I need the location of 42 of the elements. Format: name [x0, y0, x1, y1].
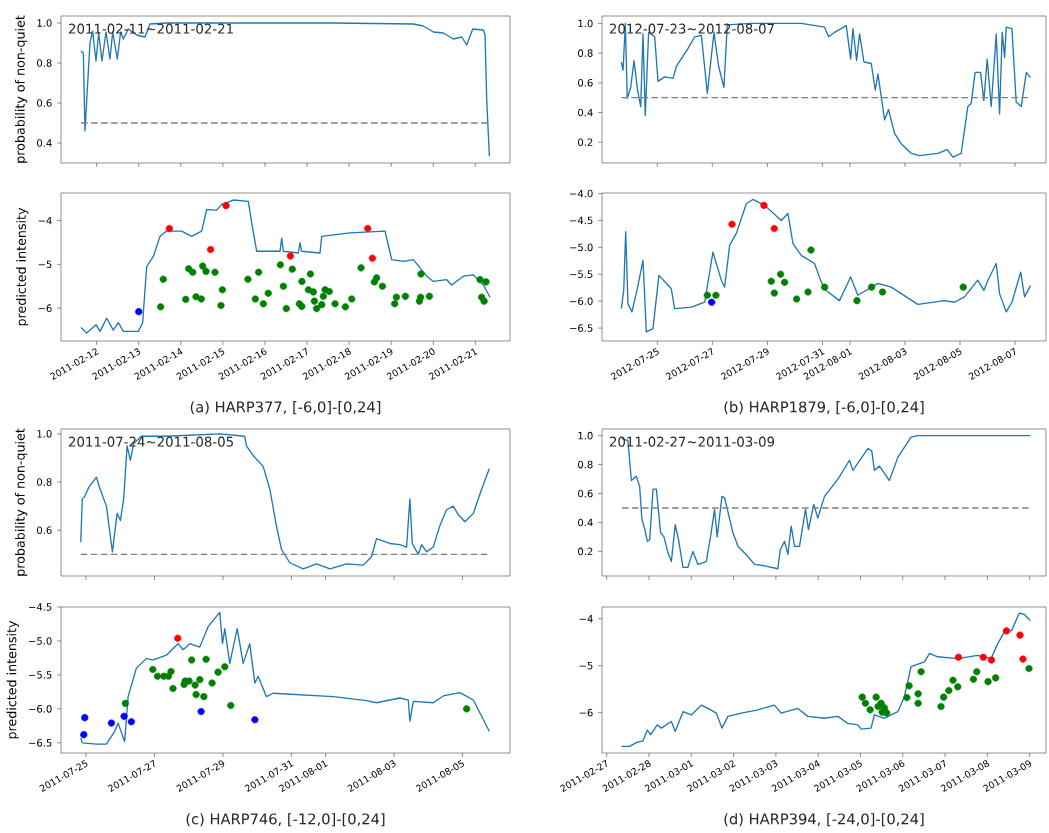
y-tick-label: −5.0 [29, 637, 52, 645]
y-tick-label: −4 [579, 615, 593, 623]
y-tick-label: 0.6 [578, 79, 593, 87]
y-tick-label: −4.5 [29, 603, 52, 611]
y-tick-label: 1.0 [37, 19, 52, 27]
y-axis-title: predicted intensity [6, 620, 19, 739]
y-axis-title: probability of non-quiet [14, 15, 28, 163]
y-tick-label: −6.0 [29, 705, 52, 713]
text: (b) HARP1879, [-6,0]-[0,24] [724, 401, 924, 415]
y-axis-title: probability of non-quiet [14, 428, 28, 576]
y-tick-label: 0.6 [37, 526, 52, 534]
y-tick-label: 0.8 [37, 59, 52, 67]
y-tick-label: 1.0 [578, 431, 593, 440]
y-tick-label: −4.5 [570, 216, 593, 225]
y-tick-label: 1.0 [578, 19, 593, 28]
y-tick-label: 0.8 [578, 460, 593, 469]
y-tick-label: −6.5 [570, 324, 593, 332]
y-axis-title: predicted intensity [16, 207, 29, 326]
y-tick-label: 0.6 [37, 99, 52, 107]
y-tick-label: −4 [38, 216, 52, 225]
y-tick-label: 0.4 [578, 518, 593, 527]
y-tick-label: 0.2 [578, 138, 593, 146]
y-tick-label: 1.0 [37, 430, 52, 438]
y-tick-label: 0.4 [578, 108, 593, 117]
y-tick-label: 0.4 [37, 139, 52, 147]
y-tick-label: −6.5 [29, 739, 52, 747]
text: (a) HARP377, [-6,0]-[0,24] [190, 401, 381, 415]
y-tick-label: 0.6 [578, 489, 593, 498]
y-tick-label: 0.2 [578, 547, 593, 556]
y-tick-label: 0.8 [578, 49, 593, 57]
y-tick-label: 0.8 [37, 478, 52, 486]
y-tick-label: −5.5 [570, 270, 593, 278]
y-tick-label: −4.0 [570, 189, 593, 198]
y-tick-label: −5.0 [570, 243, 593, 252]
y-tick-label: −6.0 [570, 297, 593, 305]
text: (c) HARP746, [-12,0]-[0,24] [186, 813, 385, 827]
y-tick-label: −5 [38, 260, 52, 269]
text: (d) HARP394, [-24,0]-[0,24] [724, 813, 924, 827]
y-tick-label: −5 [579, 661, 593, 670]
y-tick-label: −6 [579, 708, 593, 717]
y-tick-label: −6 [38, 304, 52, 312]
y-tick-label: −5.5 [29, 671, 52, 679]
